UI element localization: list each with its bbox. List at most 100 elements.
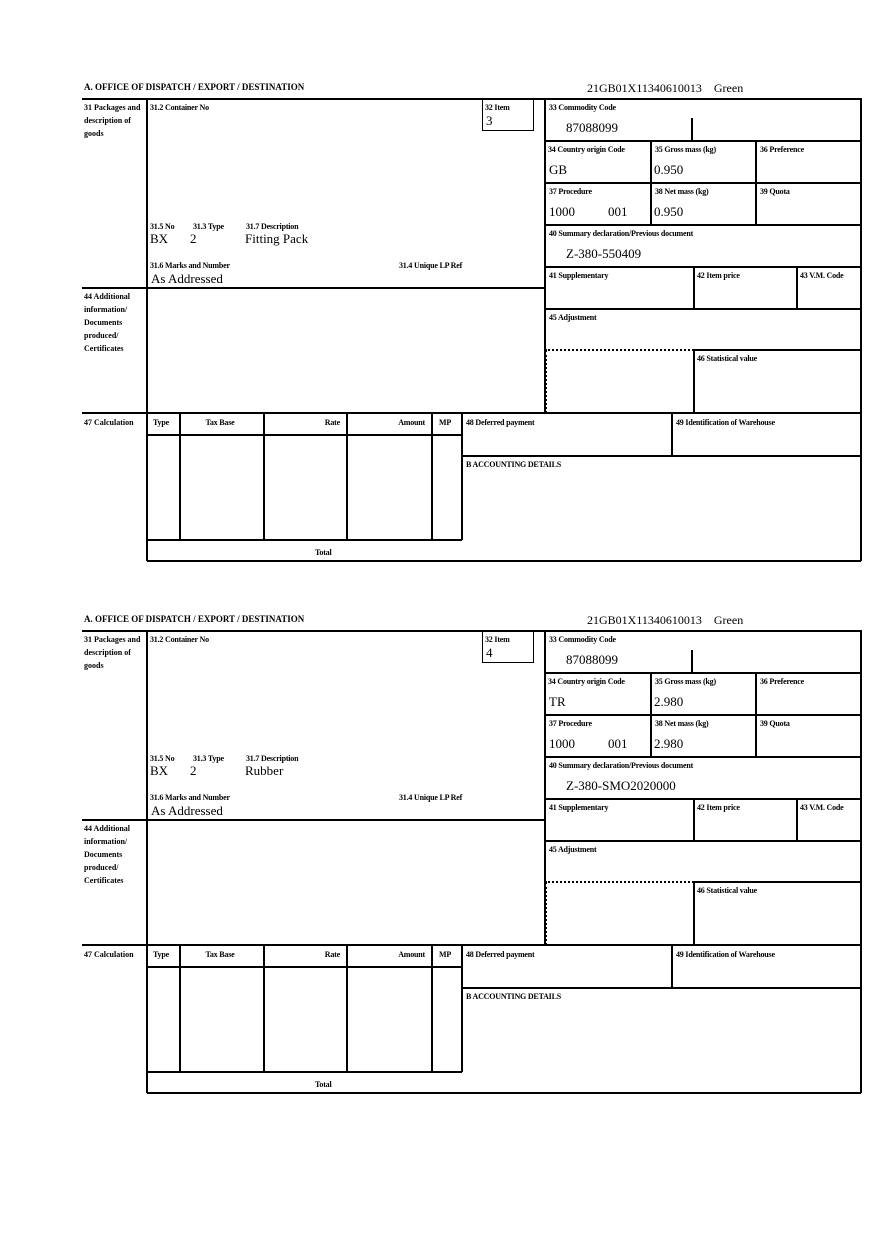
- rule: [82, 287, 545, 289]
- supplementary-label: 41 Supplementary: [549, 803, 609, 812]
- customs-item-form: A. OFFICE OF DISPATCH / EXPORT / DESTINA…: [0, 532, 882, 1094]
- declaration-reference: 21GB01X11340610013 Green: [587, 613, 744, 627]
- previous-document: Z-380-550409: [566, 246, 642, 261]
- no-label: 31.5 No: [150, 754, 175, 763]
- dotted-rule: [545, 881, 694, 883]
- rule: [146, 98, 148, 288]
- rule: [146, 820, 148, 1093]
- net-mass: 0.950: [654, 204, 684, 219]
- gross-mass: 2.980: [654, 694, 684, 709]
- total-label: Total: [315, 548, 332, 557]
- country-origin: GB: [549, 162, 568, 177]
- calc-col-header: Type: [153, 418, 169, 427]
- deferred-payment-label: 48 Deferred payment: [466, 418, 535, 427]
- rule: [147, 966, 462, 968]
- rule: [147, 560, 861, 562]
- summary-declaration-label: 40 Summary declaration/Previous document: [549, 229, 694, 238]
- item-number: 4: [486, 645, 493, 660]
- marks-label: 31.6 Marks and Number: [150, 793, 230, 802]
- supplementary-label: 41 Supplementary: [549, 271, 609, 280]
- unique-lp-label: 31.4 Unique LP Ref: [399, 261, 463, 270]
- warehouse-label: 49 Identification of Warehouse: [676, 950, 775, 959]
- rule: [147, 1092, 861, 1094]
- item-price-label: 42 Item price: [697, 803, 740, 812]
- no-label: 31.5 No: [150, 222, 175, 231]
- dotted-rule: [545, 882, 547, 945]
- gross-mass-label: 35 Gross mass (kg): [655, 677, 716, 686]
- quota-label: 39 Quota: [760, 719, 790, 728]
- vm-code-label: 43 V.M. Code: [800, 271, 844, 280]
- rule: [147, 434, 462, 436]
- rule: [346, 945, 348, 1072]
- gross-mass: 0.950: [654, 162, 684, 177]
- rule: [461, 413, 463, 540]
- type-label: 31.3 Type: [193, 222, 224, 231]
- package-no: BX: [150, 231, 169, 246]
- rule: [693, 799, 695, 841]
- rule: [693, 882, 695, 945]
- rule: [431, 413, 433, 540]
- rule: [462, 455, 861, 457]
- quota-label: 39 Quota: [760, 187, 790, 196]
- rule: [545, 224, 861, 226]
- rule: [146, 630, 148, 820]
- rule: [545, 140, 861, 142]
- gross-mass-label: 35 Gross mass (kg): [655, 145, 716, 154]
- dotted-rule: [545, 349, 694, 351]
- rule: [147, 539, 462, 541]
- package-type: 2: [190, 231, 197, 246]
- procedure-additional: 001: [608, 204, 628, 219]
- item-box: [482, 632, 534, 663]
- rule: [147, 1071, 462, 1073]
- additional-info-label: 44 Additional information/ Documents pro…: [84, 292, 131, 353]
- rule: [179, 413, 181, 540]
- rule: [545, 840, 861, 842]
- item-box: [482, 100, 534, 131]
- rule: [545, 756, 861, 758]
- summary-declaration-label: 40 Summary declaration/Previous document: [549, 761, 694, 770]
- rule: [82, 98, 861, 100]
- net-mass-label: 38 Net mass (kg): [655, 719, 709, 728]
- unique-lp-label: 31.4 Unique LP Ref: [399, 793, 463, 802]
- calculation-label: 47 Calculation: [84, 950, 134, 959]
- calc-col-header: MP: [438, 950, 452, 959]
- office-heading: A. OFFICE OF DISPATCH / EXPORT / DESTINA…: [84, 614, 305, 624]
- commodity-code: 87088099: [566, 120, 618, 135]
- country-origin-label: 34 Country origin Code: [548, 677, 625, 686]
- rule: [545, 798, 861, 800]
- rule: [545, 182, 861, 184]
- adjustment-label: 45 Adjustment: [549, 313, 597, 322]
- rule: [82, 819, 545, 821]
- warehouse-label: 49 Identification of Warehouse: [676, 418, 775, 427]
- rule: [671, 945, 673, 988]
- marks-value: As Addressed: [151, 271, 223, 286]
- rule: [860, 630, 862, 1093]
- rule: [179, 945, 181, 1072]
- description-label: 31.7 Description: [246, 754, 299, 763]
- packages-label: 31 Packages and description of goods: [84, 103, 141, 138]
- rule: [462, 987, 861, 989]
- rule: [263, 413, 265, 540]
- deferred-payment-label: 48 Deferred payment: [466, 950, 535, 959]
- commodity-code-label: 33 Commodity Code: [549, 103, 616, 112]
- statistical-value-label: 46 Statistical value: [697, 886, 757, 895]
- rule: [691, 650, 693, 673]
- preference-label: 36 Preference: [760, 145, 804, 154]
- rule: [860, 98, 862, 561]
- dotted-rule: [545, 350, 547, 413]
- vm-code-label: 43 V.M. Code: [800, 803, 844, 812]
- rule: [544, 630, 546, 945]
- accounting-details-label: B ACCOUNTING DETAILS: [466, 460, 561, 469]
- goods-description: Rubber: [245, 763, 284, 778]
- type-label: 31.3 Type: [193, 754, 224, 763]
- rule: [544, 98, 546, 413]
- rule: [461, 945, 463, 1072]
- item-price-label: 42 Item price: [697, 271, 740, 280]
- rule: [694, 881, 861, 883]
- calc-col-header: MP: [438, 418, 452, 427]
- package-no: BX: [150, 763, 169, 778]
- calc-col-header: Tax Base: [205, 418, 235, 427]
- rule: [431, 945, 433, 1072]
- previous-document: Z-380-SMO2020000: [566, 778, 676, 793]
- item-label: 32 Item: [485, 103, 510, 112]
